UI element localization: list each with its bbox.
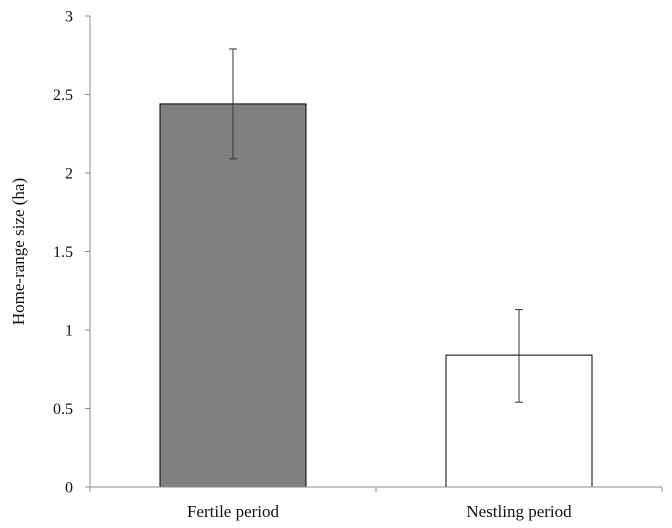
y-tick-label: 1 xyxy=(65,323,73,340)
category-labels: Fertile period Nestling period xyxy=(187,502,572,521)
bar-fertile-period xyxy=(159,103,307,488)
x-axis-ticks xyxy=(89,487,663,492)
x-category-label: Fertile period xyxy=(187,502,280,521)
y-axis-ticks: 0 0.5 1 1.5 2 2.5 3 xyxy=(53,9,90,497)
y-tick-label: 2.5 xyxy=(53,87,73,104)
error-bar xyxy=(515,309,523,403)
y-axis-label: Home-range size (ha) xyxy=(9,178,28,325)
y-tick-label: 1.5 xyxy=(53,244,73,261)
y-tick-label: 0.5 xyxy=(53,401,73,418)
y-tick-label: 0 xyxy=(65,480,73,497)
y-tick-label: 2 xyxy=(65,166,73,183)
error-bar xyxy=(229,48,237,160)
bars xyxy=(159,103,593,488)
x-category-label: Nestling period xyxy=(466,502,572,521)
y-tick-label: 3 xyxy=(65,9,73,26)
error-bars xyxy=(229,48,523,403)
